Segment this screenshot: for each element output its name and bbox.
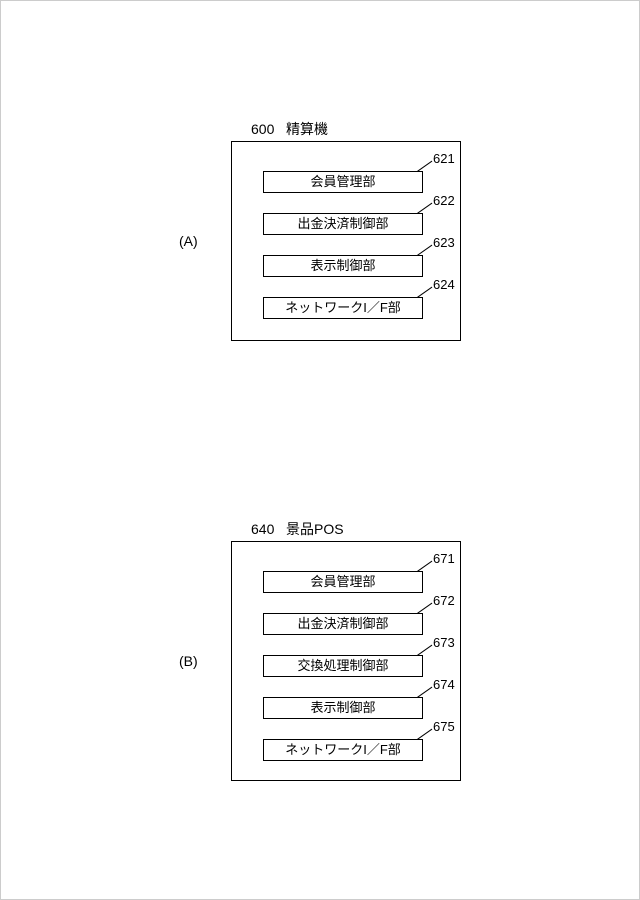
figure-b-title-num: 640 [251,521,274,537]
figure-b-title-text: 景品POS [286,521,344,537]
ref-673: 673 [433,635,455,650]
module-exchange-ctrl-b: 交換処理制御部 [263,655,423,677]
ref-675: 675 [433,719,455,734]
module-network-if-b: ネットワークI／F部 [263,739,423,761]
module-payment-ctrl-b: 出金決済制御部 [263,613,423,635]
figure-a-letter: (A) [179,233,198,249]
ref-671: 671 [433,551,455,566]
figure-a-title-num: 600 [251,121,274,137]
page-canvas: 600 精算機 (A) 会員管理部 621 出金決済制御部 622 表示制御部 … [0,0,640,900]
figure-b-title: 640 景品POS [251,519,344,539]
module-network-if-a: ネットワークI／F部 [263,297,423,319]
module-member-mgmt-a: 会員管理部 [263,171,423,193]
ref-621: 621 [433,151,455,166]
figure-a-title-text: 精算機 [286,121,328,137]
ref-674: 674 [433,677,455,692]
module-display-ctrl-b: 表示制御部 [263,697,423,719]
ref-622: 622 [433,193,455,208]
module-member-mgmt-b: 会員管理部 [263,571,423,593]
figure-a-title: 600 精算機 [251,119,328,139]
figure-b-letter: (B) [179,653,198,669]
ref-672: 672 [433,593,455,608]
module-display-ctrl-a: 表示制御部 [263,255,423,277]
ref-624: 624 [433,277,455,292]
ref-623: 623 [433,235,455,250]
module-payment-ctrl-a: 出金決済制御部 [263,213,423,235]
